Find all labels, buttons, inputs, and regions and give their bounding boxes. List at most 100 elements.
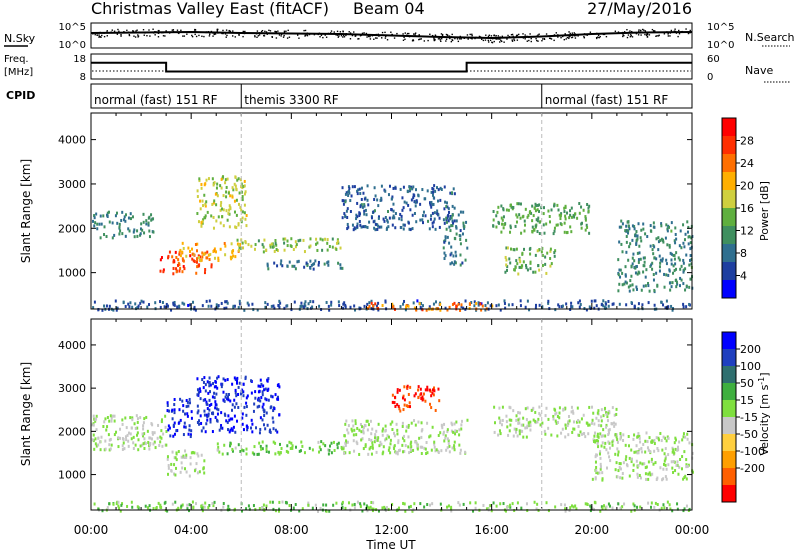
- noise-point: [640, 29, 642, 32]
- data-cell: [658, 269, 661, 273]
- data-cell: [216, 442, 219, 446]
- noise-point: [685, 28, 687, 30]
- noise-point: [568, 31, 570, 33]
- data-cell: [426, 503, 429, 507]
- data-cell: [627, 229, 630, 233]
- data-cell: [326, 261, 329, 265]
- data-cell: [453, 260, 456, 264]
- data-cell: [500, 230, 503, 234]
- data-cell: [447, 219, 450, 223]
- noise-point: [623, 31, 626, 33]
- noise-point: [584, 33, 587, 36]
- noise-point: [617, 31, 620, 33]
- noise-point: [571, 36, 573, 39]
- data-cell: [554, 412, 557, 416]
- data-cell: [657, 248, 660, 252]
- data-cell: [445, 218, 448, 222]
- data-cell: [251, 422, 254, 426]
- date-label: 27/May/2016: [587, 0, 692, 18]
- data-cell: [122, 441, 125, 445]
- data-cell: [649, 224, 652, 228]
- data-cell: [161, 444, 164, 448]
- noise-point: [242, 35, 244, 38]
- data-cell: [638, 473, 641, 477]
- noise-point: [99, 31, 101, 34]
- data-cell: [433, 217, 436, 221]
- data-cell: [245, 224, 248, 228]
- data-cell: [499, 308, 502, 312]
- noise-point: [359, 35, 362, 37]
- data-cell: [278, 507, 281, 511]
- noise-point: [448, 35, 451, 37]
- data-cell: [377, 204, 380, 208]
- data-cell: [680, 278, 683, 282]
- data-cell: [423, 505, 426, 509]
- data-cell: [534, 224, 537, 228]
- data-cell: [661, 257, 664, 261]
- data-cell: [526, 509, 529, 513]
- data-cell: [515, 430, 518, 434]
- data-cell: [660, 506, 663, 510]
- noise-point: [162, 35, 165, 37]
- cpid-segment-label: normal (fast) 151 RF: [545, 93, 669, 107]
- data-cell: [261, 243, 264, 247]
- data-cell: [522, 260, 525, 264]
- noise-point: [385, 35, 387, 38]
- data-cell: [618, 466, 621, 470]
- data-cell: [164, 414, 167, 418]
- data-cell: [536, 249, 539, 253]
- data-cell: [240, 182, 243, 186]
- data-cell: [348, 451, 351, 455]
- data-cell: [303, 265, 306, 269]
- data-cell: [394, 395, 397, 399]
- data-cell: [243, 184, 246, 188]
- data-cell: [250, 244, 253, 248]
- data-cell: [241, 241, 244, 245]
- data-cell: [459, 308, 462, 312]
- data-cell: [261, 506, 264, 510]
- noise-point: [500, 39, 502, 42]
- data-cell: [188, 249, 191, 253]
- data-cell: [533, 206, 536, 210]
- data-cell: [93, 214, 96, 218]
- noise-point: [549, 37, 552, 40]
- data-cell: [678, 440, 681, 444]
- data-cell: [457, 302, 460, 306]
- data-cell: [213, 199, 216, 203]
- data-cell: [213, 500, 216, 504]
- data-cell: [570, 230, 573, 234]
- data-cell: [599, 467, 602, 471]
- noise-point: [646, 33, 648, 36]
- data-cell: [159, 440, 162, 444]
- data-cell: [109, 437, 112, 441]
- data-cell: [426, 451, 429, 455]
- noise-point: [495, 38, 498, 40]
- data-cell: [129, 212, 132, 216]
- data-cell: [426, 421, 429, 425]
- data-cell: [148, 447, 151, 451]
- noise-point: [107, 32, 109, 34]
- data-cell: [607, 299, 610, 303]
- data-cell: [458, 503, 461, 507]
- data-cell: [497, 303, 500, 307]
- data-cell: [289, 447, 292, 451]
- data-cell: [500, 216, 503, 220]
- data-cell: [627, 285, 630, 289]
- data-cell: [297, 239, 300, 243]
- data-cell: [368, 301, 371, 305]
- noise-point: [308, 33, 311, 36]
- data-cell: [337, 261, 340, 265]
- data-cell: [578, 211, 581, 215]
- data-cell: [653, 449, 656, 453]
- data-cell: [655, 436, 658, 440]
- data-cell: [652, 278, 655, 282]
- noise-point: [543, 38, 545, 40]
- noise-point: [406, 32, 409, 35]
- data-cell: [109, 447, 112, 451]
- data-cell: [181, 503, 184, 507]
- data-cell: [344, 443, 347, 447]
- data-cell: [403, 502, 406, 506]
- noise-point: [597, 34, 600, 36]
- noise-point: [92, 33, 94, 35]
- data-cell: [636, 475, 639, 479]
